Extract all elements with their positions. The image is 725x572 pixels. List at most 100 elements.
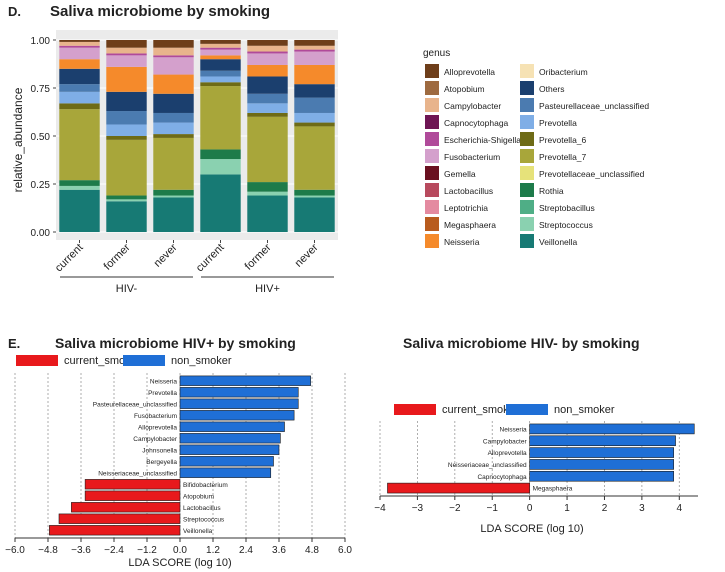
lda-bar-prevotella <box>179 387 299 398</box>
bar-segment-fusobacterium <box>59 47 100 60</box>
bar-segment-veillonella <box>153 197 194 232</box>
lda-bar-label: Alloprevotella <box>138 424 177 431</box>
bar-segment-neisseria <box>106 66 147 92</box>
bar-segment-pasteurellaceae_unclassified <box>247 93 288 104</box>
legend-label: Others <box>539 84 565 94</box>
bar-segment-campylobacter <box>247 45 288 52</box>
bar-segment-prevotella <box>153 122 194 135</box>
legend-label: Fusobacterium <box>444 152 500 162</box>
legend-label: non_smoker <box>554 404 615 416</box>
bar-segment-veillonella <box>59 189 100 232</box>
bar-segment-neisseria <box>294 64 335 85</box>
x-tick-label: former <box>243 241 274 272</box>
bar-segment-prevotella_7 <box>153 137 194 190</box>
legend-label: Capnocytophaga <box>444 118 509 128</box>
legend-label: Atopobium <box>444 84 485 94</box>
bar-segment-prevotella <box>247 103 288 113</box>
legend-swatch <box>425 115 439 129</box>
x-tick-label: never <box>293 241 321 269</box>
legend-label: Prevotella_7 <box>539 152 587 162</box>
x-tick-label: −1 <box>487 503 499 514</box>
panel-e1-xlabel: LDA SCORE (log 10) <box>128 557 231 569</box>
bar-segment-rothia <box>153 189 194 196</box>
group-label: HIV- <box>116 283 138 295</box>
bar-segment-prevotella_6 <box>200 82 241 87</box>
panel-d-legend: genus Alloprevotella Oribacterium Atopobiu… <box>423 48 649 248</box>
x-tick-label: 6.0 <box>338 545 352 556</box>
lda-bar-streptococcus <box>58 513 181 524</box>
legend-swatch <box>425 234 439 248</box>
legend-swatch <box>425 183 439 197</box>
panel-e2-title: Saliva microbiome HIV- by smoking <box>403 335 640 351</box>
bar-segment-rothia <box>59 180 100 186</box>
bar-segment-escherichia-shigella <box>59 45 100 48</box>
lda-bar-label: Megasphaera <box>533 486 573 493</box>
legend-label: Veillonella <box>539 237 578 247</box>
legend-label: Streptobacillus <box>539 203 595 213</box>
x-tick-label: 4 <box>677 503 683 514</box>
legend-label: Prevotellaceae_unclassified <box>539 169 645 179</box>
bar-segment-campylobacter <box>59 41 100 46</box>
lda-bar-label: Lactobacillus <box>183 505 221 512</box>
bar-segment-neisseria <box>247 64 288 77</box>
x-tick-label: −6.0 <box>5 545 25 556</box>
panel-d-letter: D. <box>8 4 21 19</box>
bar-segment-rothia <box>200 149 241 160</box>
bar-segment-alloprevotella <box>200 40 241 44</box>
bar-segment-streptococcus <box>59 185 100 190</box>
x-tick-label: −1.2 <box>137 545 157 556</box>
legend-label: Escherichia-Shigella <box>444 135 521 145</box>
legend-label: non_smoker <box>171 355 232 367</box>
bar-segment-prevotella <box>294 112 335 123</box>
bar-segment-prevotella_7 <box>59 109 100 181</box>
bar-segment-rothia <box>294 189 335 196</box>
legend-label: Neisseria <box>444 237 480 247</box>
bar-segment-prevotella_7 <box>294 126 335 190</box>
panel-e1-title: Saliva microbiome HIV+ by smoking <box>55 335 296 351</box>
legend-label: current_smoker <box>64 355 141 367</box>
legend-label: Gemella <box>444 169 476 179</box>
x-tick-label: 4.8 <box>305 545 319 556</box>
x-tick-label: 3 <box>639 503 645 514</box>
lda-bar-atopobium <box>84 490 181 501</box>
lda-bar-label: Prevotella <box>148 390 177 397</box>
bar-segment-escherichia-shigella <box>294 49 335 52</box>
legend-swatch <box>425 200 439 214</box>
legend-swatch <box>520 98 534 112</box>
panel-e2-xlabel: LDA SCORE (log 10) <box>480 523 583 535</box>
legend-swatch <box>520 149 534 163</box>
bar-segment-others <box>247 76 288 94</box>
bar-segment-veillonella <box>247 195 288 232</box>
bar-segment-campylobacter <box>294 45 335 50</box>
bar-segment-escherichia-shigella <box>200 47 241 50</box>
lda-bar-pasteurellaceae_unclassified <box>179 398 299 409</box>
bar-segment-others <box>200 59 241 71</box>
bar-segment-others <box>106 91 147 112</box>
x-tick-label: current <box>53 242 86 275</box>
lda-bar-label: Neisseria <box>500 426 527 433</box>
x-tick-label: 3.6 <box>272 545 286 556</box>
bar-segment-veillonella <box>294 197 335 232</box>
lda-bar-label: Veillonella <box>183 528 213 535</box>
legend-label: Megasphaera <box>444 220 496 230</box>
panel-e-letter: E. <box>8 336 20 351</box>
lda-bar-megasphaera <box>387 482 530 494</box>
bar-segment-fusobacterium <box>294 51 335 65</box>
legend-label: Campylobacter <box>444 101 501 111</box>
bar-segment-neisseria <box>153 74 194 94</box>
lda-bar-label: Bifidobacterium <box>183 482 228 489</box>
x-tick-label: −3.6 <box>71 545 91 556</box>
legend-swatch <box>425 149 439 163</box>
x-tick-label: −2 <box>449 503 461 514</box>
bar-segment-escherichia-shigella <box>153 55 194 58</box>
x-tick-label: −4.8 <box>38 545 58 556</box>
lda-bar-neisseria <box>179 375 311 386</box>
bar-segment-pasteurellaceae_unclassified <box>106 111 147 125</box>
legend-swatch <box>520 132 534 146</box>
bar-segment-others <box>59 68 100 85</box>
legend-label: Prevotella <box>539 118 577 128</box>
panel-e2-plot: current_smoker non_smoker −4 −3 −2 −1 0 1 2 3 4 Nei… <box>374 404 698 514</box>
legend-swatch <box>520 64 534 78</box>
legend-swatch <box>425 81 439 95</box>
bar-segment-fusobacterium <box>153 57 194 75</box>
